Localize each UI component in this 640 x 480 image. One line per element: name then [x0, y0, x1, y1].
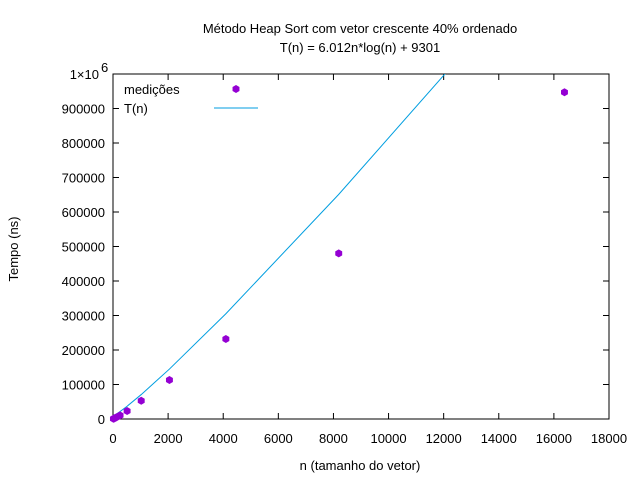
x-tick-label: 16000 [536, 431, 572, 446]
y-tick-label: 400000 [62, 274, 105, 289]
y-axis-label: Tempo (ns) [6, 216, 21, 281]
x-tick-label: 0 [109, 431, 116, 446]
y-tick-label: 300000 [62, 309, 105, 324]
y-tick-label: 500000 [62, 240, 105, 255]
data-point-medicoes [165, 376, 173, 385]
x-tick-label: 4000 [209, 431, 238, 446]
plot-frame [112, 73, 610, 420]
y-tick-label: 900000 [62, 102, 105, 117]
x-tick-label: 6000 [264, 431, 293, 446]
x-tick-label: 10000 [370, 431, 406, 446]
y-tick-label: 200000 [62, 343, 105, 358]
data-point-medicoes [123, 407, 131, 416]
y-tick-label: 0 [98, 412, 105, 427]
x-tick-label: 12000 [426, 431, 462, 446]
series-line-T(n) [113, 74, 446, 417]
chart-title: Método Heap Sort com vetor crescente 40%… [203, 21, 517, 36]
data-point-medicoes [116, 411, 124, 420]
x-tick-label: 14000 [481, 431, 517, 446]
data-point-medicoes [137, 396, 145, 405]
y-tick-label: 100000 [62, 378, 105, 393]
legend-label: T(n) [124, 101, 148, 116]
data-point-medicoes [561, 88, 568, 97]
x-tick-label: 18000 [591, 431, 627, 446]
y-tick-label: 800000 [62, 136, 105, 151]
legend-marker-point [232, 85, 240, 93]
y-tick-label: 700000 [62, 171, 105, 186]
chart-subtitle: T(n) = 6.012n*log(n) + 9301 [280, 40, 440, 55]
y-tick-label: 600000 [62, 205, 105, 220]
x-tick-label: 8000 [319, 431, 348, 446]
data-point-medicoes [222, 334, 230, 343]
x-tick-label: 2000 [154, 431, 183, 446]
y-tick-label-top-exponent: 6 [101, 60, 108, 75]
legend-label: medições [124, 82, 180, 97]
x-axis-label: n (tamanho do vetor) [300, 458, 421, 473]
y-tick-label-top: 1×10 [70, 67, 99, 82]
data-point-medicoes [335, 249, 343, 258]
